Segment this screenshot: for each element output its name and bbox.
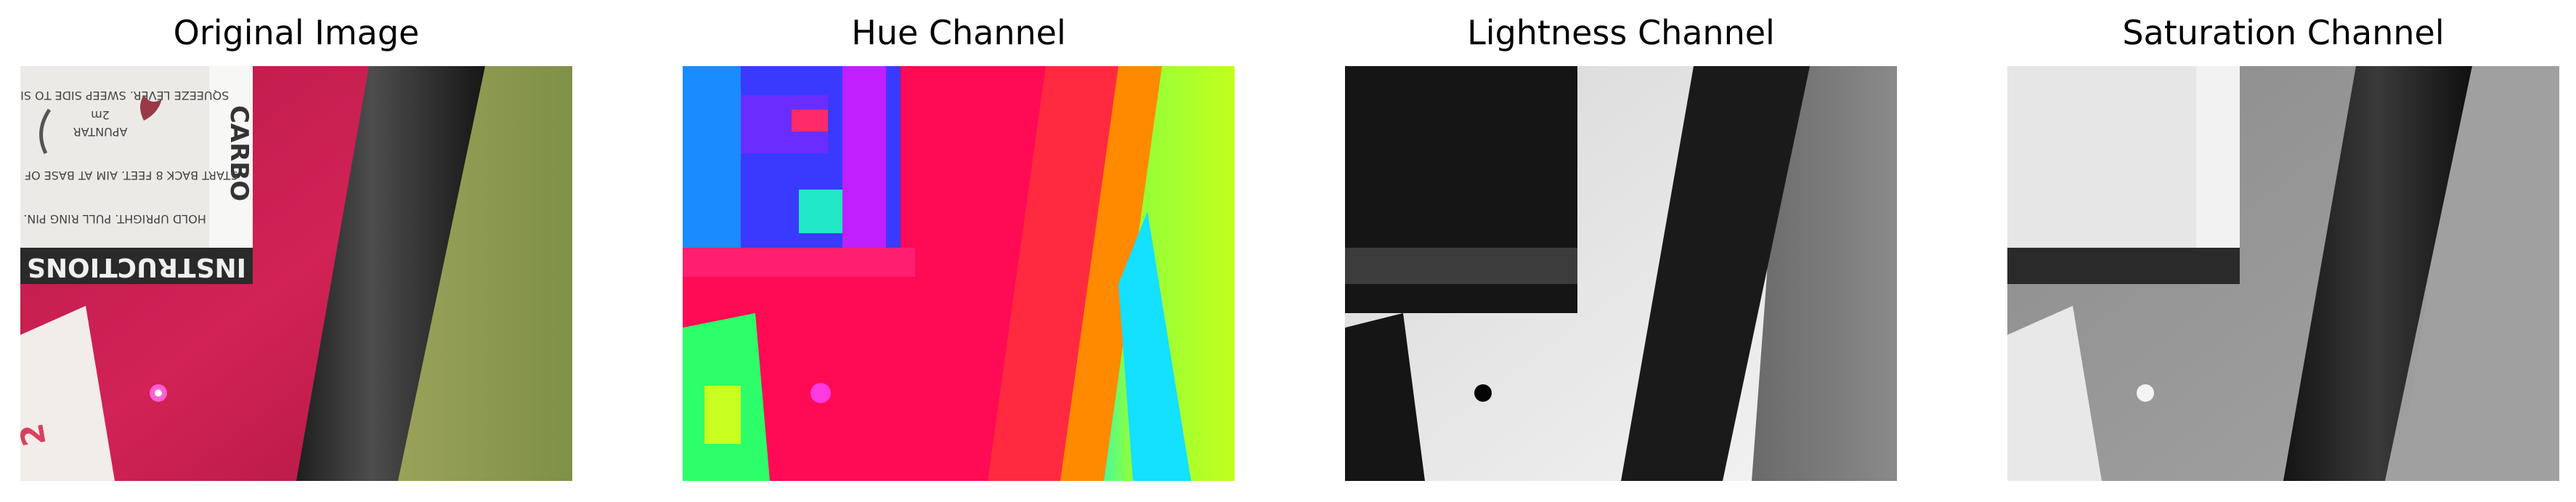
saturation-brand-strip <box>2196 66 2240 248</box>
label-brand: CARBO <box>224 105 253 201</box>
label-step-2: START BACK 8 FEET. AIM AT BASE OF FIRE. <box>20 169 238 182</box>
fire-pictogram-icon <box>39 95 162 155</box>
panel-title-hue: Hue Channel <box>851 13 1066 52</box>
label-step-1: HOLD UPRIGHT. PULL RING PIN. <box>23 212 206 226</box>
hue-magenta-strip <box>842 66 886 277</box>
saturation-laser-dot <box>2137 384 2154 402</box>
hue-pipe-orange-edge <box>1060 66 1162 481</box>
panel-lightness: Lightness Channel <box>1345 0 1897 502</box>
original-image: INSTRUCTIONS CARBO HOLD UPRIGHT. PULL RI… <box>20 66 572 481</box>
lightness-laser-dot <box>1474 384 1492 402</box>
hue-red-patch <box>792 110 828 131</box>
saturation-tag-region <box>2007 306 2102 481</box>
panel-original: Original Image <box>20 0 572 502</box>
label-brand-strip <box>209 66 253 248</box>
label-aim-note: APUNTAR <box>73 125 128 139</box>
panel-saturation: Saturation Channel <box>2007 0 2559 502</box>
label-heading: INSTRUCTIONS <box>27 252 246 282</box>
hue-channel-image <box>683 66 1235 481</box>
label-heading-bar <box>20 248 253 284</box>
hue-cyan-edge <box>683 66 741 277</box>
saturation-channel-image <box>2007 66 2559 481</box>
laser-dot-center <box>155 389 162 397</box>
panel-hue: Hue Channel <box>683 0 1235 502</box>
saturation-pipe <box>2283 66 2472 481</box>
black-pipe <box>296 66 485 481</box>
hue-tag-yellow <box>704 386 741 444</box>
lightness-tag-region <box>1345 313 1425 481</box>
panel-title-lightness: Lightness Channel <box>1467 13 1775 52</box>
panel-title-saturation: Saturation Channel <box>2122 13 2445 52</box>
lightness-channel-image <box>1345 66 1897 481</box>
tag-card <box>20 306 115 481</box>
hue-laser-dot <box>810 383 831 403</box>
panel-title-original: Original Image <box>173 13 420 52</box>
label-step-3: SQUEEZE LEVER. SWEEP SIDE TO SIDE. <box>20 89 229 102</box>
lightness-pipe <box>1621 66 1810 481</box>
saturation-heading-bar <box>2007 248 2240 284</box>
lightness-heading-bar <box>1345 248 1577 284</box>
hue-pipe-cyan-edge <box>1118 211 1191 481</box>
label-distance: 2m <box>91 108 110 122</box>
hue-heading-bar <box>683 248 915 277</box>
